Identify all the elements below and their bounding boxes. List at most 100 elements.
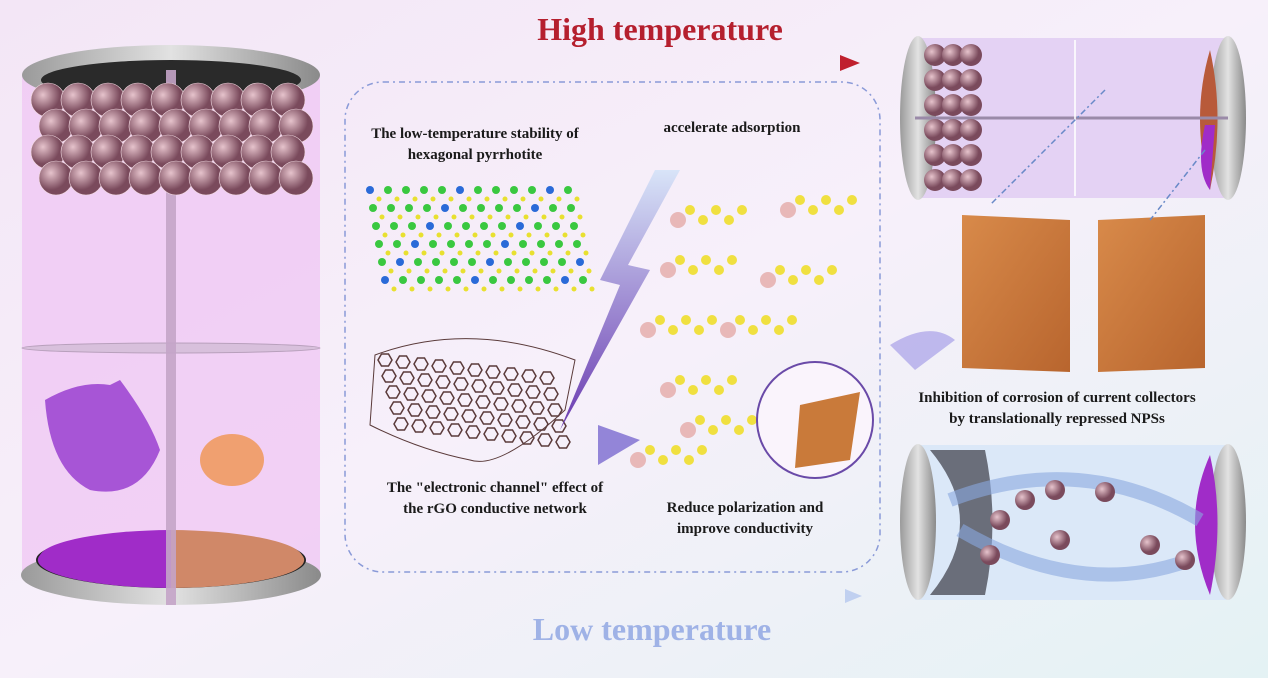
atom <box>369 204 377 212</box>
atom <box>510 186 518 194</box>
atom <box>415 214 421 220</box>
atom <box>574 196 580 202</box>
nanosphere <box>218 160 254 196</box>
sulfur <box>698 215 708 225</box>
hexagon <box>489 381 505 395</box>
nanosphere <box>68 160 104 196</box>
hexagon <box>555 435 571 449</box>
nanosphere <box>924 94 946 116</box>
atom <box>546 186 554 194</box>
nanosphere <box>924 169 946 191</box>
atom <box>420 186 428 194</box>
sulfur <box>827 265 837 275</box>
hexagon <box>475 395 491 409</box>
sulfur <box>684 455 694 465</box>
lithium <box>670 212 686 228</box>
sulfur <box>834 205 844 215</box>
lithium <box>680 422 696 438</box>
hexagon <box>507 383 523 397</box>
sulfur <box>714 265 724 275</box>
sulfur <box>688 265 698 275</box>
hexagon <box>515 415 531 429</box>
nanosphere <box>1015 490 1035 510</box>
sulfur <box>814 275 824 285</box>
nanosphere <box>248 160 284 196</box>
hexagon <box>385 385 401 399</box>
hexagon <box>521 369 537 383</box>
hexagon <box>447 423 463 437</box>
atom <box>495 204 503 212</box>
atom <box>477 204 485 212</box>
atom <box>532 268 538 274</box>
atom <box>492 186 500 194</box>
sulfur <box>808 205 818 215</box>
nanosphere <box>128 160 164 196</box>
atom <box>535 286 541 292</box>
atom <box>366 186 374 194</box>
atom <box>589 286 595 292</box>
atom <box>442 268 448 274</box>
nanosphere <box>990 510 1010 530</box>
copper-foil <box>962 215 1070 372</box>
atom <box>421 250 427 256</box>
label: the rGO conductive network <box>403 501 587 517</box>
atom <box>424 268 430 274</box>
hexagon <box>417 373 433 387</box>
atom <box>570 222 578 230</box>
atom <box>375 240 383 248</box>
hexagon <box>399 371 415 385</box>
label: hexagonal pyrrhotite <box>408 147 543 163</box>
hexagon <box>465 425 481 439</box>
atom <box>433 214 439 220</box>
nanosphere <box>924 69 946 91</box>
hexagon <box>501 429 517 443</box>
atom <box>550 268 556 274</box>
nanosphere <box>1050 530 1070 550</box>
hexagon <box>533 417 549 431</box>
hexagon <box>483 427 499 441</box>
atom <box>487 214 493 220</box>
label: Reduce polarization and <box>667 500 824 516</box>
nanosphere <box>924 144 946 166</box>
pyrrhotite-lattice <box>366 186 595 292</box>
label: The "electronic channel" effect of <box>387 480 604 496</box>
atom <box>555 240 563 248</box>
nanosphere <box>924 119 946 141</box>
atom <box>468 258 476 266</box>
atom <box>516 222 524 230</box>
nanosphere <box>980 545 1000 565</box>
sulfur <box>671 445 681 455</box>
atom <box>432 258 440 266</box>
atom <box>454 232 460 238</box>
atom <box>465 240 473 248</box>
big-arrow <box>890 331 955 370</box>
atom <box>447 240 455 248</box>
nanosphere <box>942 44 964 66</box>
atom <box>567 204 575 212</box>
atom <box>547 250 553 256</box>
atom <box>571 286 577 292</box>
nanosphere <box>960 144 982 166</box>
atom <box>393 240 401 248</box>
atom <box>390 222 398 230</box>
arrow-head <box>845 589 862 603</box>
sulfur <box>821 195 831 205</box>
hexagon <box>525 385 541 399</box>
atom <box>472 232 478 238</box>
hexagon <box>429 421 445 435</box>
atom <box>406 268 412 274</box>
lithium <box>640 322 656 338</box>
atom <box>372 222 380 230</box>
atom <box>501 240 509 248</box>
atom <box>394 196 400 202</box>
atom <box>489 276 497 284</box>
sulfur <box>694 325 704 335</box>
lithium <box>630 452 646 468</box>
hexagon <box>547 403 563 417</box>
atom <box>568 268 574 274</box>
atom <box>565 250 571 256</box>
nanosphere <box>960 44 982 66</box>
sulfur <box>734 425 744 435</box>
nanosphere <box>960 169 982 191</box>
atom <box>376 196 382 202</box>
